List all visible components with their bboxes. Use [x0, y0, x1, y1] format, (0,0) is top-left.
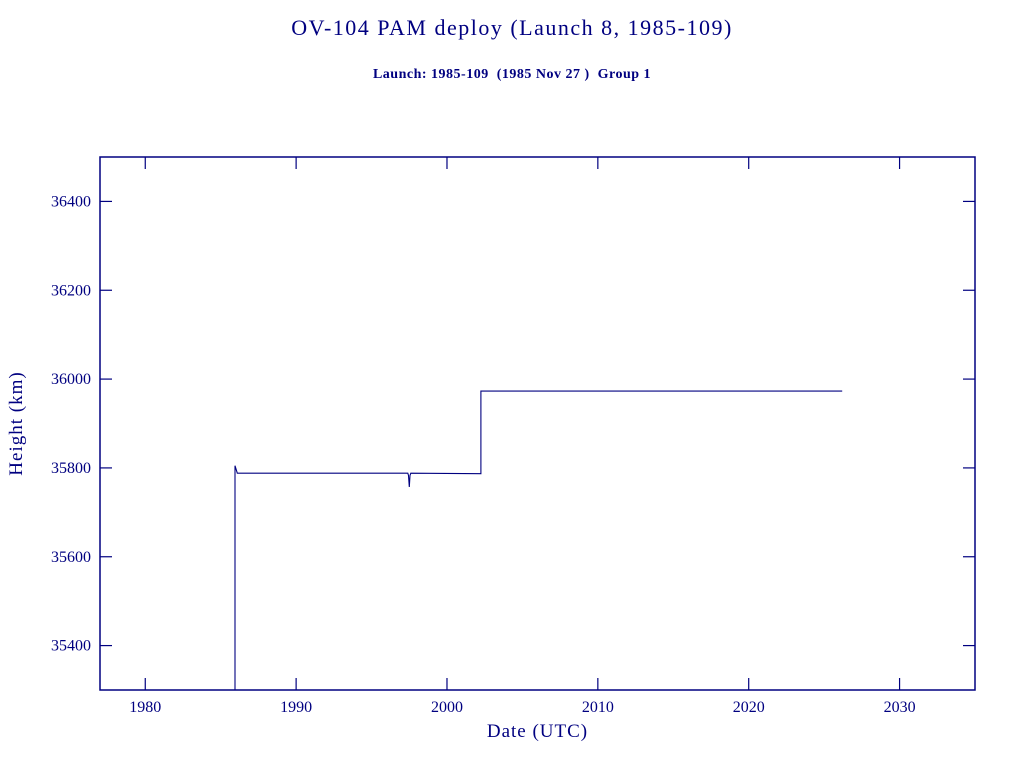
data-line	[234, 390, 843, 690]
y-tick-label: 35800	[51, 460, 91, 477]
y-tick-label: 35600	[51, 549, 91, 566]
x-tick-label: 1980	[129, 699, 161, 716]
chart-subtitle: Launch: 1985-109 (1985 Nov 27 ) Group 1	[372, 67, 652, 82]
y-tick-label: 35400	[51, 638, 91, 655]
x-axis-title: Date (UTC)	[487, 721, 588, 742]
x-tick-label: 2010	[582, 699, 614, 716]
x-tick-label: 1990	[280, 699, 312, 716]
chart-title: OV-104 PAM deploy (Launch 8, 1985-109)	[291, 15, 733, 40]
x-tick-label: 2030	[884, 699, 916, 716]
x-tick-label: 2020	[733, 699, 765, 716]
y-tick-label: 36000	[51, 371, 91, 388]
plot-border	[99, 156, 976, 691]
y-tick-label: 36400	[51, 193, 91, 210]
y-tick-label: 36200	[51, 282, 91, 299]
x-tick-label: 2000	[431, 699, 463, 716]
y-axis-title: Height (km)	[6, 371, 27, 475]
